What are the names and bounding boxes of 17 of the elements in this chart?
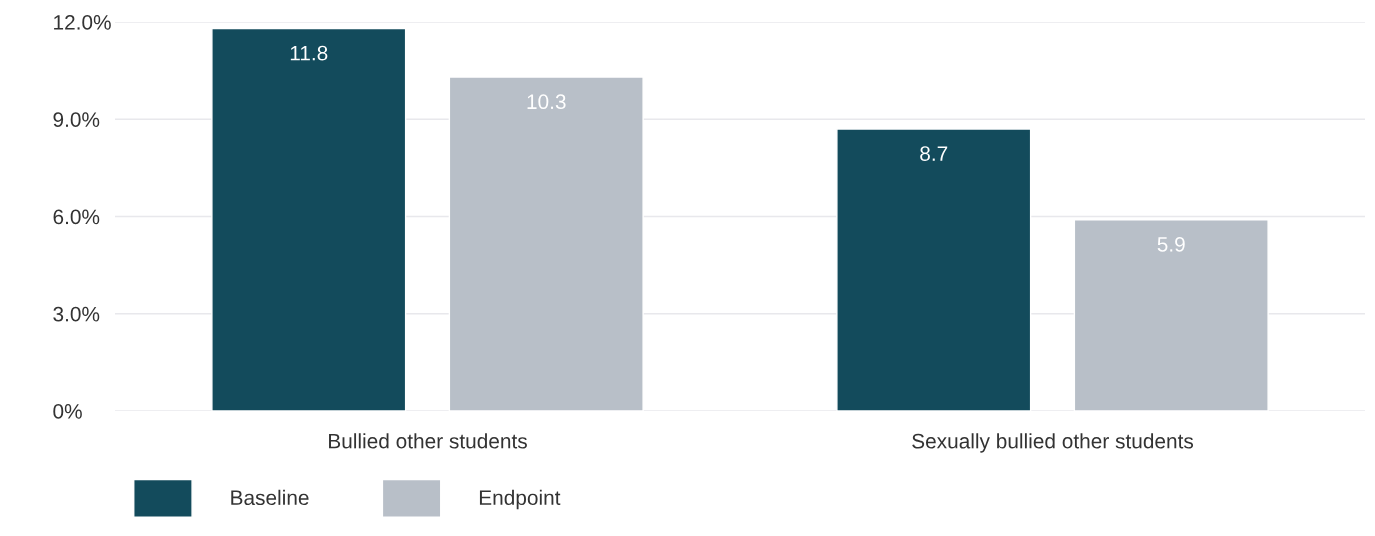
data-label: 5.9	[1157, 236, 1185, 252]
legend-label: Baseline	[231, 489, 309, 506]
bar	[448, 76, 644, 411]
y-tick-label: 12.0%	[54, 15, 111, 30]
x-tick-label: Bullied other students	[329, 433, 527, 449]
data-label: 10.3	[527, 94, 566, 110]
bar	[1073, 219, 1269, 411]
x-tick-label: Sexually bullied other students	[912, 433, 1194, 453]
bar	[211, 27, 407, 411]
y-tick-label: 6.0%	[53, 209, 100, 225]
legend-label: Endpoint	[479, 489, 561, 510]
data-label: 8.7	[920, 146, 948, 161]
data-label: 11.8	[290, 45, 328, 61]
y-tick-label: 3.0%	[53, 306, 100, 322]
bar	[836, 128, 1032, 411]
y-tick-label: 9.0%	[53, 112, 100, 127]
y-tick-label: 0%	[53, 404, 82, 419]
